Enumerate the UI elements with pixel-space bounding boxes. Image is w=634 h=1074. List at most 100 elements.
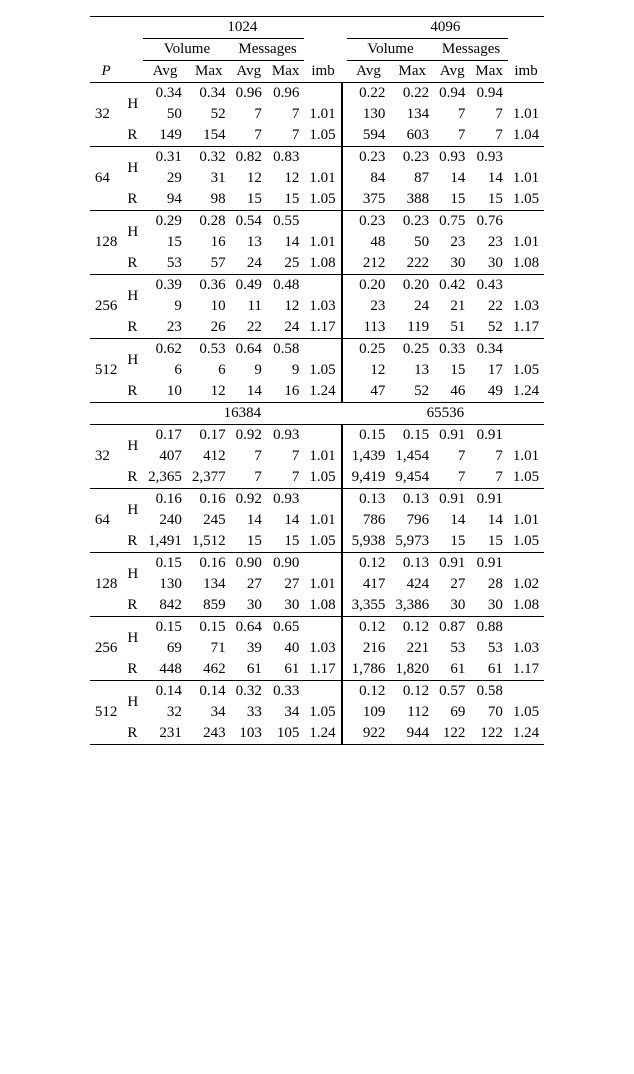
cell: 1.03 xyxy=(304,296,341,317)
cell: 796 xyxy=(390,510,434,531)
cell xyxy=(304,211,341,233)
cell: 53 xyxy=(143,253,187,275)
cell: 14 xyxy=(434,510,470,531)
cell: 0.96 xyxy=(267,83,305,105)
cell: 0.90 xyxy=(267,553,305,575)
cell: 462 xyxy=(187,659,231,681)
cell: 222 xyxy=(390,253,434,275)
cell: 0.91 xyxy=(434,489,470,511)
cell xyxy=(304,147,341,169)
cell: 0.13 xyxy=(347,489,391,511)
cell: 1.05 xyxy=(508,702,544,723)
cell: 61 xyxy=(434,659,470,681)
cell: 0.13 xyxy=(390,553,434,575)
cell: 1.05 xyxy=(508,531,544,553)
cell xyxy=(508,425,544,447)
cell: 944 xyxy=(390,723,434,745)
cell: 15 xyxy=(231,531,267,553)
cell: 0.62 xyxy=(143,339,187,361)
cell: 0.93 xyxy=(470,147,508,169)
cell: 0.17 xyxy=(187,425,231,447)
cell: 39 xyxy=(231,638,267,659)
cell: 15 xyxy=(434,531,470,553)
cell: 15 xyxy=(434,360,470,381)
cell: 12 xyxy=(347,360,391,381)
cell: 0.39 xyxy=(143,275,187,297)
cell: 0.12 xyxy=(390,617,434,639)
cell: 7 xyxy=(267,125,305,147)
cell: 9 xyxy=(267,360,305,381)
cell: 14 xyxy=(231,510,267,531)
cell: 0.48 xyxy=(267,275,305,297)
cell: 22 xyxy=(470,296,508,317)
cell: 13 xyxy=(231,232,267,253)
cell: 221 xyxy=(390,638,434,659)
cell: 0.23 xyxy=(347,147,391,169)
cell: 0.91 xyxy=(470,425,508,447)
cell: 0.32 xyxy=(187,147,231,169)
cell: 130 xyxy=(143,574,187,595)
cell: 0.64 xyxy=(231,339,267,361)
cell: 0.42 xyxy=(434,275,470,297)
cell: 0.16 xyxy=(187,553,231,575)
cell: 3,355 xyxy=(347,595,391,617)
cell: 5,938 xyxy=(347,531,391,553)
cell: 0.91 xyxy=(470,489,508,511)
cell: 7 xyxy=(231,104,267,125)
cell: 7 xyxy=(231,125,267,147)
cell: 0.25 xyxy=(347,339,391,361)
alg-label: H xyxy=(122,211,143,254)
cell: 112 xyxy=(390,702,434,723)
cell: 0.53 xyxy=(187,339,231,361)
cell: 0.55 xyxy=(267,211,305,233)
alg-label: R xyxy=(122,659,143,681)
cell xyxy=(508,339,544,361)
cell: 13 xyxy=(390,360,434,381)
cell: 122 xyxy=(470,723,508,745)
cell: 27 xyxy=(231,574,267,595)
cell: 0.29 xyxy=(143,211,187,233)
cell: 50 xyxy=(390,232,434,253)
cell: 0.16 xyxy=(187,489,231,511)
alg-label: R xyxy=(122,531,143,553)
cell: 5,973 xyxy=(390,531,434,553)
alg-label: R xyxy=(122,723,143,745)
alg-label: H xyxy=(122,489,143,532)
cell xyxy=(508,553,544,575)
cell: 12 xyxy=(267,296,305,317)
cell: 7 xyxy=(267,446,305,467)
cell: 14 xyxy=(434,168,470,189)
cell: 1.04 xyxy=(508,125,544,147)
cell: 1,454 xyxy=(390,446,434,467)
cell: 0.34 xyxy=(470,339,508,361)
cell: 0.91 xyxy=(470,553,508,575)
cell: 0.96 xyxy=(231,83,267,105)
cell: 417 xyxy=(347,574,391,595)
cell: 134 xyxy=(187,574,231,595)
cell: 0.14 xyxy=(187,681,231,703)
cell: 407 xyxy=(143,446,187,467)
cell: 1.05 xyxy=(304,467,341,489)
alg-label: R xyxy=(122,317,143,339)
cell: 0.20 xyxy=(390,275,434,297)
cell: 0.15 xyxy=(143,553,187,575)
cell: 0.93 xyxy=(267,425,305,447)
cell: 0.75 xyxy=(434,211,470,233)
cell: 1.01 xyxy=(508,168,544,189)
cell: 50 xyxy=(143,104,187,125)
cell: 0.76 xyxy=(470,211,508,233)
cell: 1.01 xyxy=(304,104,341,125)
alg-label: R xyxy=(122,189,143,211)
cell: 1.02 xyxy=(508,574,544,595)
cell: 1.05 xyxy=(508,189,544,211)
cell: 0.33 xyxy=(434,339,470,361)
cell xyxy=(304,489,341,511)
cell: 105 xyxy=(267,723,305,745)
cell: 3,386 xyxy=(390,595,434,617)
cell: 0.87 xyxy=(434,617,470,639)
cell: 23 xyxy=(347,296,391,317)
cell xyxy=(304,425,341,447)
cell: 1,820 xyxy=(390,659,434,681)
cell: 22 xyxy=(231,317,267,339)
cell: 1.08 xyxy=(508,253,544,275)
